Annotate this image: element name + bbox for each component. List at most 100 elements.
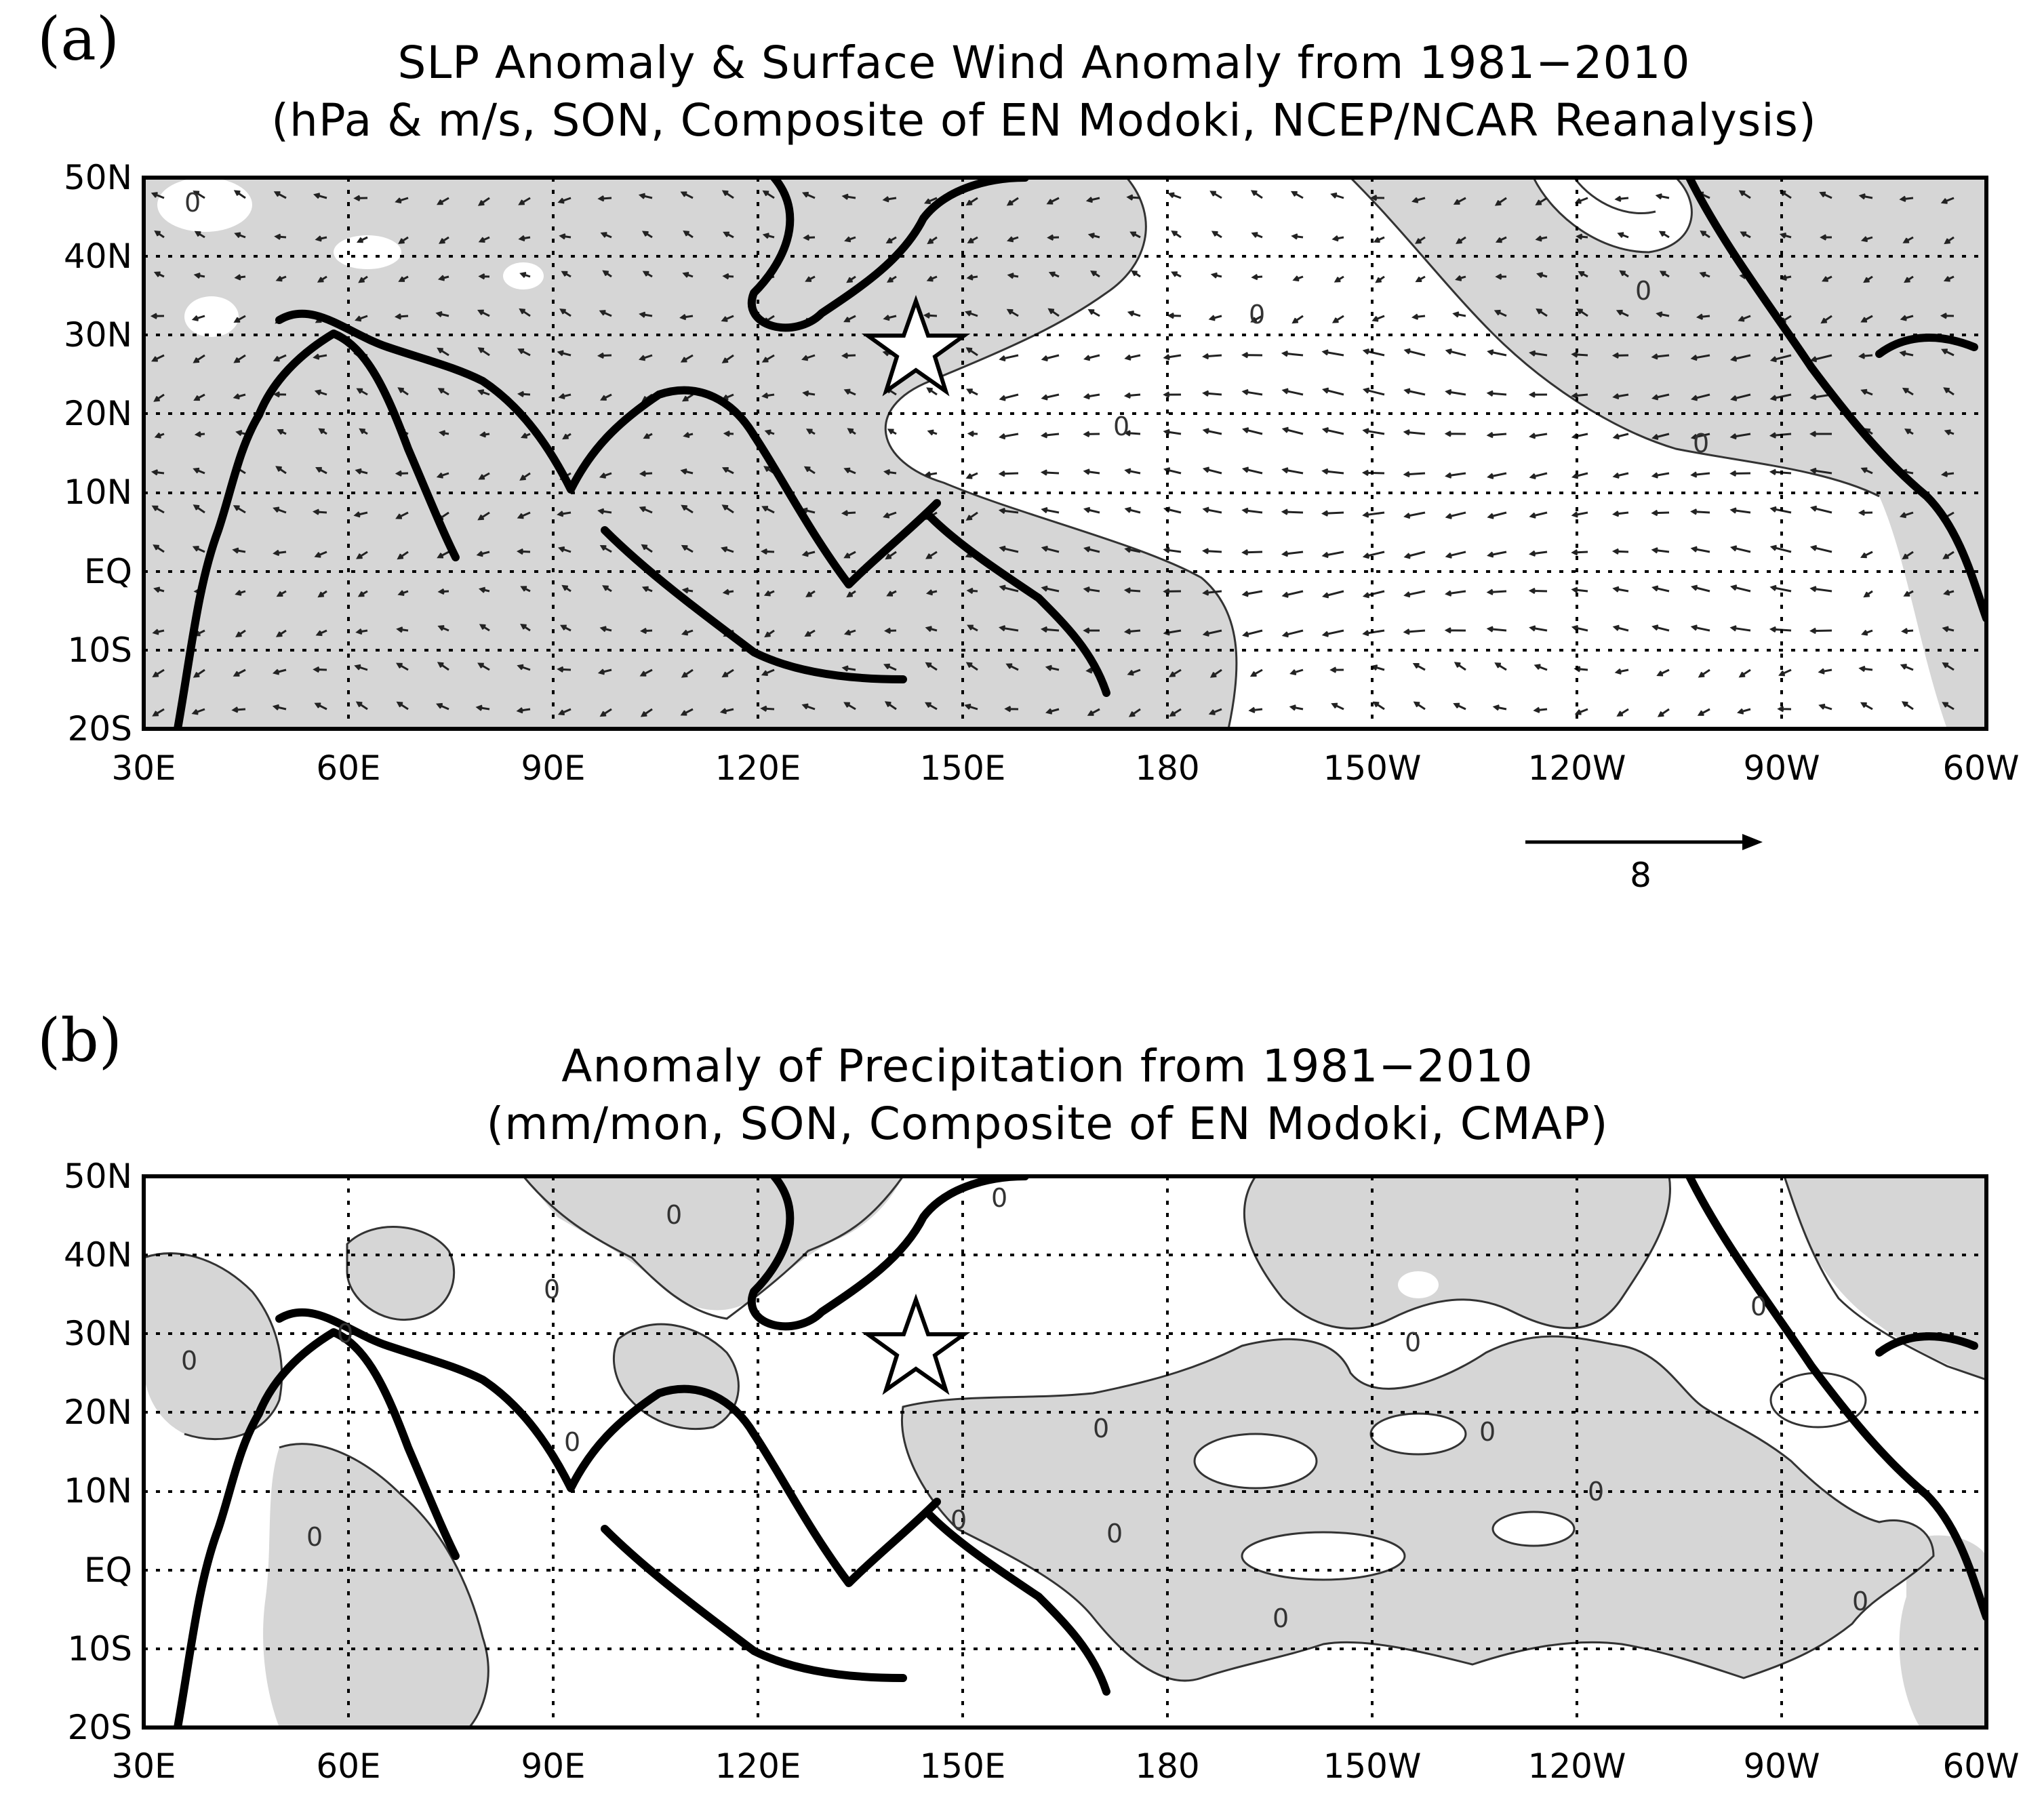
wind-vector-arrow	[1899, 511, 1914, 519]
wind-vector-arrow	[599, 708, 612, 717]
wind-vector-arrow	[1690, 584, 1710, 593]
wind-vector-arrow	[478, 236, 490, 243]
wind-vector-arrow	[1699, 271, 1710, 278]
wind-vector-arrow	[683, 432, 694, 439]
wind-vector-arrow	[1209, 191, 1222, 199]
wind-vector-arrow	[154, 432, 165, 439]
lon-tick-label: 120E	[715, 1746, 801, 1786]
wind-vector-arrow	[1362, 428, 1385, 435]
wind-vector-arrow	[519, 472, 531, 481]
coast-east-asia	[748, 1176, 1029, 1331]
wind-vector-arrow	[1048, 271, 1060, 278]
panel-b-gridlines	[144, 1176, 1986, 1728]
wind-vector-arrow	[1901, 701, 1914, 711]
wind-vector-arrow	[964, 703, 978, 711]
wind-vector-arrow	[314, 389, 327, 396]
wind-vector-arrow	[1860, 551, 1873, 559]
wind-vector-arrow	[1403, 348, 1426, 357]
wind-vector-arrow	[682, 271, 694, 278]
wind-vector-arrow	[477, 389, 490, 396]
panel-b-title-line1: Anomaly of Precipitation from 1981−2010	[561, 1040, 1533, 1092]
wind-vector-arrow	[153, 544, 165, 553]
wind-vector-arrow	[1940, 313, 1955, 319]
lon-tick-label: 60W	[1942, 1746, 2019, 1786]
wind-vector-arrow	[557, 511, 572, 517]
wind-vector-arrow	[394, 313, 409, 320]
contour-label: 0	[991, 1183, 1007, 1213]
wind-vector-arrow	[639, 311, 653, 318]
wind-vector-arrow	[1494, 197, 1507, 206]
wind-vector-arrow	[1041, 354, 1060, 362]
wind-vector-arrow	[1612, 393, 1629, 400]
contour-label: 0	[544, 1275, 560, 1304]
wind-vector-arrow	[1860, 315, 1873, 323]
wind-vector-arrow	[1208, 708, 1222, 715]
lon-tick-label: 90E	[521, 748, 585, 788]
lat-tick-label: 50N	[64, 1157, 132, 1196]
wind-vector-arrow	[1202, 428, 1222, 435]
contour-label: 0	[1588, 1477, 1604, 1506]
wind-vector-arrow	[1819, 191, 1832, 199]
wind-vector-arrow	[1403, 429, 1426, 436]
wind-vector-arrow	[680, 468, 694, 475]
wind-vector-arrow	[154, 230, 165, 239]
wind-vector-arrow	[925, 662, 938, 671]
wind-vector-arrow	[723, 231, 734, 239]
wind-vector-arrow	[1738, 668, 1751, 678]
wind-vector-arrow	[1651, 547, 1670, 554]
lat-tick-label: 20S	[68, 1708, 132, 1747]
wind-vector-arrow	[1456, 236, 1466, 244]
wind-vector-arrow	[559, 308, 572, 317]
wind-vector-arrow	[998, 507, 1019, 515]
wind-vector-arrow	[313, 193, 327, 199]
panel-a-gridlines	[144, 178, 1986, 729]
wind-vector-arrow	[1860, 388, 1873, 396]
wind-vector-arrow	[234, 274, 246, 281]
panel-a-map-area: 0 0 0 0 0	[142, 176, 1988, 731]
wind-vector-arrow	[353, 195, 368, 201]
wind-vector-arrow	[805, 428, 816, 435]
wind-vector-arrow	[1362, 348, 1385, 357]
wind-vector-arrow	[192, 546, 205, 553]
panel-a-positive-patch-2	[334, 235, 401, 269]
wind-vector-arrow	[1281, 551, 1304, 557]
wind-vector-arrow	[275, 629, 287, 637]
wind-vector-arrow	[1535, 235, 1548, 242]
wind-vector-arrow	[1251, 232, 1263, 239]
wind-vector-arrow	[1534, 664, 1548, 671]
wind-vector-arrow	[719, 708, 734, 715]
contour-label: 0	[950, 1505, 967, 1535]
wind-vector-arrow	[1281, 426, 1304, 435]
wind-vector-arrow	[233, 505, 246, 514]
wind-vector-arrow	[1809, 431, 1832, 437]
wind-vector-arrow	[1494, 309, 1507, 317]
wind-vector-arrow	[233, 393, 246, 400]
lon-tick-label: 60E	[316, 1746, 380, 1786]
lat-tick-label: 10N	[64, 473, 132, 512]
wind-vector-arrow	[395, 511, 409, 519]
wind-vector-arrow	[1820, 234, 1832, 241]
wind-vector-arrow	[1657, 708, 1670, 717]
wind-vector-arrow	[355, 628, 368, 635]
wind-vector-arrow	[1769, 393, 1792, 401]
wind-vector-arrow	[1171, 230, 1182, 239]
lat-tick-label: 40N	[64, 237, 132, 276]
wind-vector-arrow	[477, 309, 490, 317]
wind-vector-arrow	[1494, 662, 1507, 671]
wind-vector-arrow	[1292, 275, 1304, 282]
wind-vector-arrow	[1321, 629, 1344, 637]
wind-vector-arrow	[967, 431, 978, 437]
wind-vector-arrow	[273, 354, 287, 362]
wind-vector-arrow	[1046, 197, 1060, 205]
wind-vector-arrow	[1047, 308, 1060, 317]
wind-vector-arrow	[885, 236, 897, 244]
wind-vector-arrow	[1729, 354, 1751, 362]
wind-vector-arrow	[1818, 668, 1832, 675]
wind-vector-arrow	[233, 354, 246, 363]
wind-vector-arrow	[1083, 431, 1100, 437]
wind-vector-arrow	[681, 629, 694, 636]
contour-label: 0	[564, 1427, 580, 1457]
wind-vector-arrow	[1163, 428, 1182, 435]
wind-vector-arrow	[355, 315, 368, 322]
wind-vector-arrow	[680, 708, 694, 716]
